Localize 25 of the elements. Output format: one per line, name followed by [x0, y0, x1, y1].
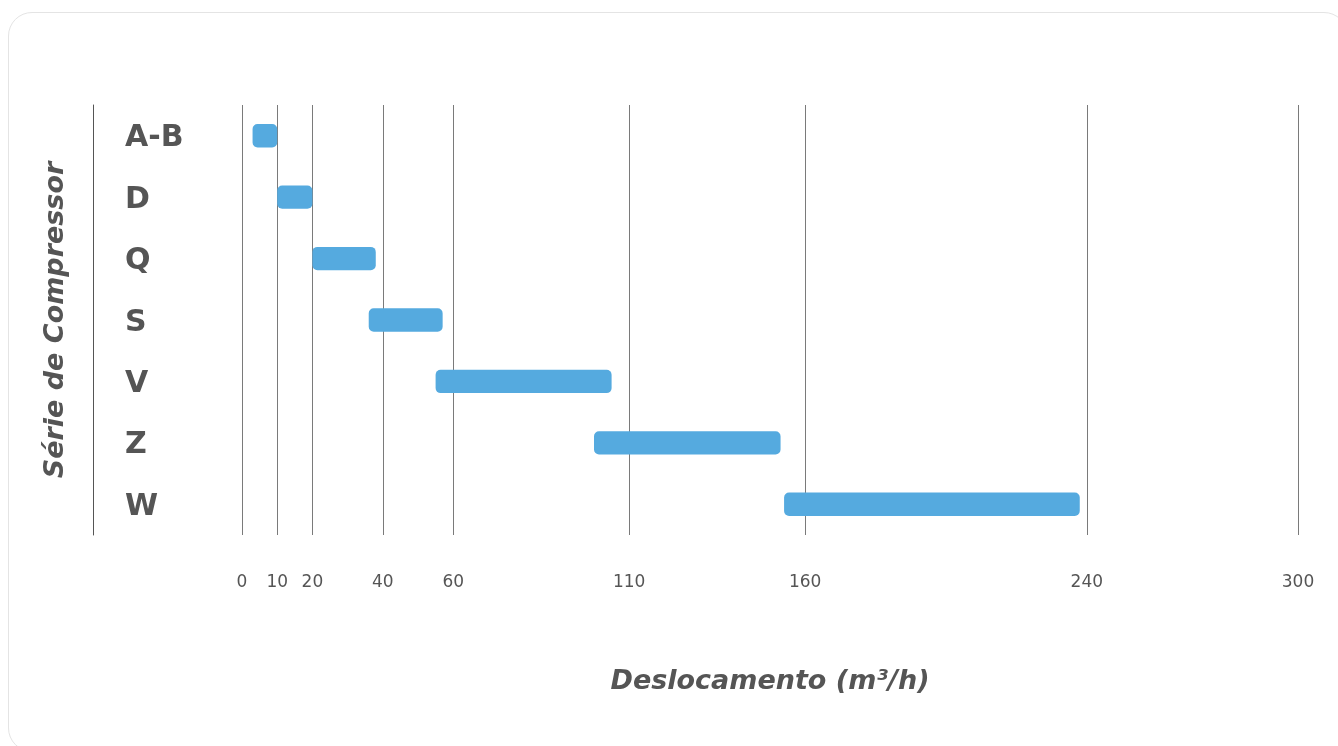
y-tick-label: S: [125, 302, 147, 338]
bar: [277, 185, 313, 209]
bar: [435, 369, 612, 394]
x-tick-label: 60: [442, 570, 465, 591]
y-tick-label: Z: [125, 425, 147, 461]
y-tick-label: D: [125, 179, 150, 215]
y-axis-title: Série de Compressor: [38, 160, 69, 479]
y-tick-label: A-B: [125, 118, 184, 154]
x-tick-label: 40: [371, 570, 394, 591]
x-tick-label: 110: [612, 570, 646, 591]
bar: [312, 246, 376, 271]
bar: [784, 492, 1080, 516]
x-tick-label: 160: [788, 570, 822, 591]
bar: [368, 308, 443, 332]
x-tick-label: 10: [266, 570, 289, 591]
x-axis-title: Deslocamento (m³/h): [610, 664, 930, 695]
bar: [252, 124, 278, 148]
x-tick-label: 300: [1281, 570, 1315, 591]
bar: [594, 431, 781, 455]
x-tick-label: 240: [1070, 570, 1104, 591]
y-tick-label: V: [125, 363, 149, 399]
y-tick-label: W: [125, 486, 159, 522]
x-tick-label: 20: [301, 570, 324, 591]
y-tick-label: Q: [125, 241, 151, 277]
x-tick-label: 0: [236, 570, 248, 591]
